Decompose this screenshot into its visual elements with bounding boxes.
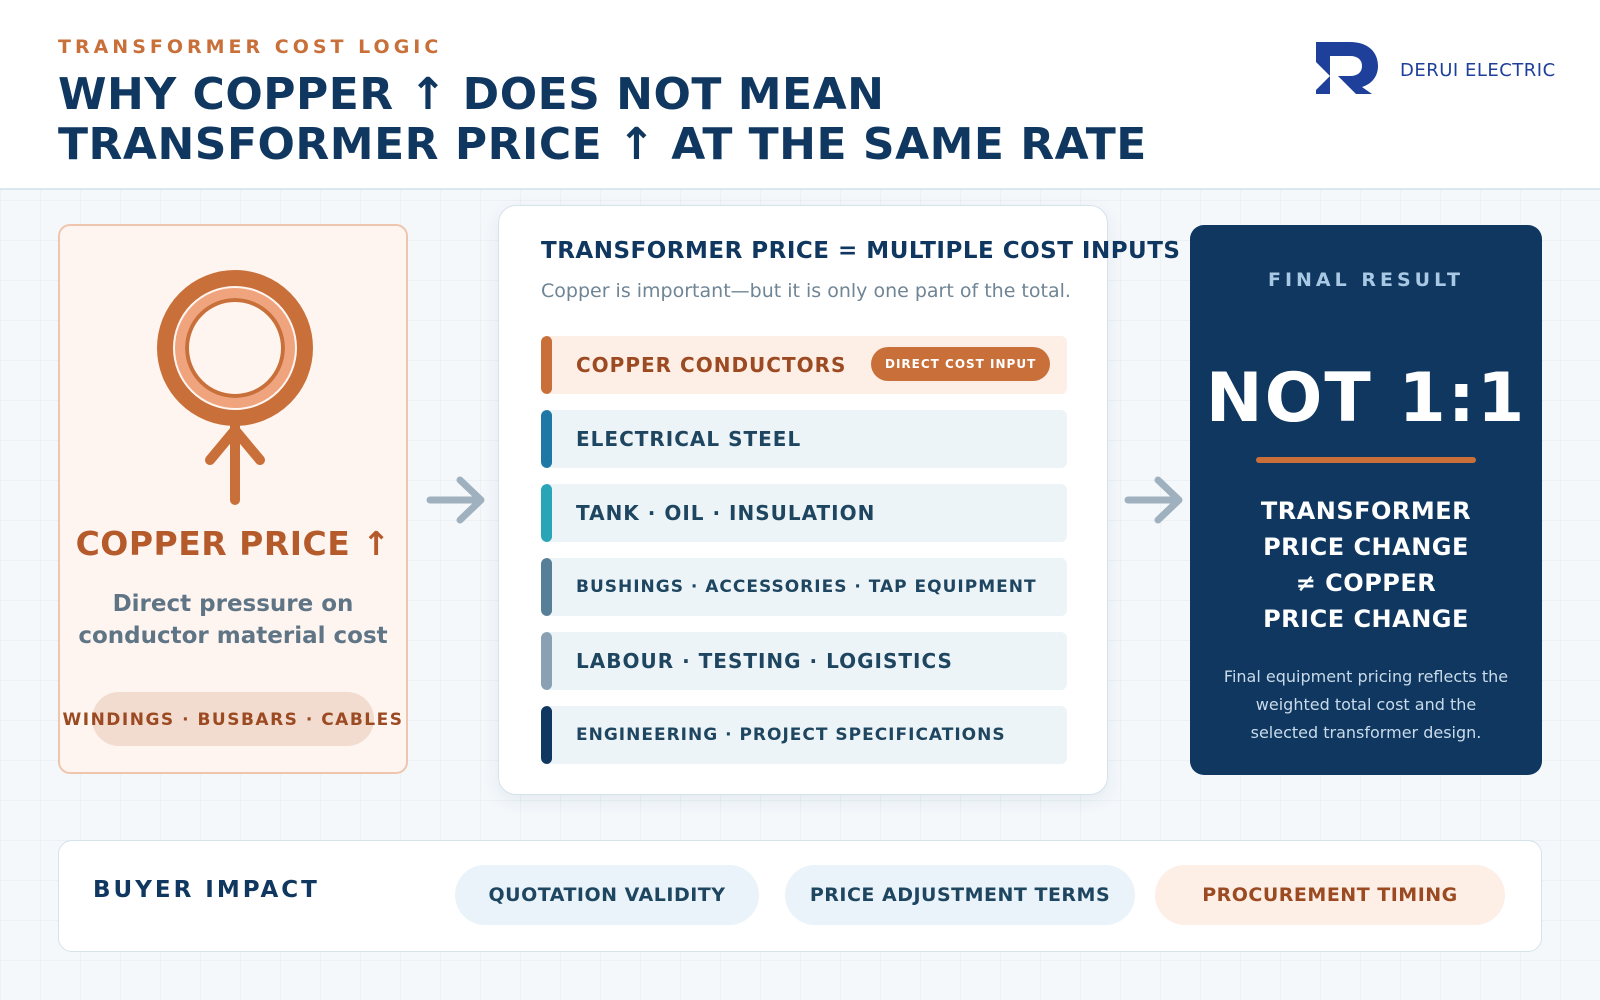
chip-price-adjustment-terms: PRICE ADJUSTMENT TERMS (785, 865, 1135, 925)
final-result-label: FINAL RESULT (1267, 269, 1465, 291)
title-line: TRANSFORMER PRICE ↑ AT THE SAME RATE (58, 119, 1147, 170)
brand-name: DERUI ELECTRIC (1400, 60, 1556, 81)
right-arrow-icon (426, 476, 485, 524)
page-title: WHY COPPER ↑ DOES NOT MEAN TRANSFORMER P… (58, 70, 1147, 170)
cost-row-label: BUSHINGS · ACCESSORIES · TAP EQUIPMENT (576, 577, 1037, 597)
eyebrow-label: TRANSFORMER COST LOGIC (58, 36, 443, 58)
cost-row-labour: LABOUR · TESTING · LOGISTICS (541, 632, 1067, 690)
cost-row-bar (541, 336, 552, 394)
result-divider (1256, 457, 1476, 463)
cost-row-steel: ELECTRICAL STEEL (541, 410, 1067, 468)
copper-price-card: COPPER PRICE ↑ Direct pressure on conduc… (58, 224, 408, 774)
derui-logo-icon (1316, 42, 1378, 94)
right-arrow-icon (1124, 476, 1183, 524)
cost-row-label: TANK · OIL · INSULATION (576, 501, 876, 525)
cost-row-copper: COPPER CONDUCTORS DIRECT COST INPUT (541, 336, 1067, 394)
cost-inputs-card: TRANSFORMER PRICE = MULTIPLE COST INPUTS… (498, 205, 1180, 795)
final-result-statement: TRANSFORMER PRICE CHANGE ≠ COPPER PRICE … (1190, 493, 1542, 637)
direct-cost-badge: DIRECT COST INPUT (871, 347, 1051, 381)
cost-row-bar (541, 632, 552, 690)
statement-line: PRICE CHANGE (1263, 533, 1469, 561)
cost-row-label: COPPER CONDUCTORS (576, 353, 847, 377)
cost-row-bushings: BUSHINGS · ACCESSORIES · TAP EQUIPMENT (541, 558, 1067, 616)
copper-description: Direct pressure on conductor material co… (60, 588, 406, 652)
cost-row-bar (541, 558, 552, 616)
copper-uses-label: WINDINGS · BUSBARS · CABLES (62, 710, 404, 730)
cost-row-label: ELECTRICAL STEEL (576, 427, 802, 451)
cost-row-bar (541, 706, 552, 764)
copper-description-line: Direct pressure on (112, 591, 354, 617)
header: TRANSFORMER COST LOGIC WHY COPPER ↑ DOES… (0, 0, 1600, 190)
copper-price-title: COPPER PRICE ↑ (75, 524, 391, 563)
cost-row-bar (541, 484, 552, 542)
buyer-impact-bar: BUYER IMPACT QUOTATION VALIDITY PRICE AD… (58, 840, 1542, 952)
cost-row-label: LABOUR · TESTING · LOGISTICS (576, 649, 953, 673)
final-result-headline: NOT 1:1 (1205, 359, 1527, 438)
statement-line: ≠ COPPER (1295, 569, 1437, 597)
cost-row-bar (541, 410, 552, 468)
copper-up-icon (157, 270, 313, 505)
statement-line: PRICE CHANGE (1263, 605, 1469, 633)
chip-quotation-validity: QUOTATION VALIDITY (455, 865, 759, 925)
buyer-impact-title: BUYER IMPACT (93, 877, 320, 903)
title-line: WHY COPPER ↑ DOES NOT MEAN (58, 69, 885, 120)
final-result-card: FINAL RESULT NOT 1:1 TRANSFORMER PRICE C… (1190, 225, 1542, 775)
cost-inputs-title: TRANSFORMER PRICE = MULTIPLE COST INPUTS (541, 238, 1181, 264)
final-result-note: Final equipment pricing reflects the wei… (1223, 667, 1509, 742)
statement-line: TRANSFORMER (1260, 497, 1472, 525)
copper-uses-pill (92, 692, 374, 746)
cost-inputs-subtitle: Copper is important—but it is only one p… (541, 280, 1071, 302)
cost-row-engineering: ENGINEERING · PROJECT SPECIFICATIONS (541, 706, 1067, 764)
cost-row-label: ENGINEERING · PROJECT SPECIFICATIONS (576, 725, 1006, 745)
chip-procurement-timing: PROCUREMENT TIMING (1155, 865, 1505, 925)
copper-description-line: conductor material cost (78, 623, 388, 649)
cost-row-tank: TANK · OIL · INSULATION (541, 484, 1067, 542)
